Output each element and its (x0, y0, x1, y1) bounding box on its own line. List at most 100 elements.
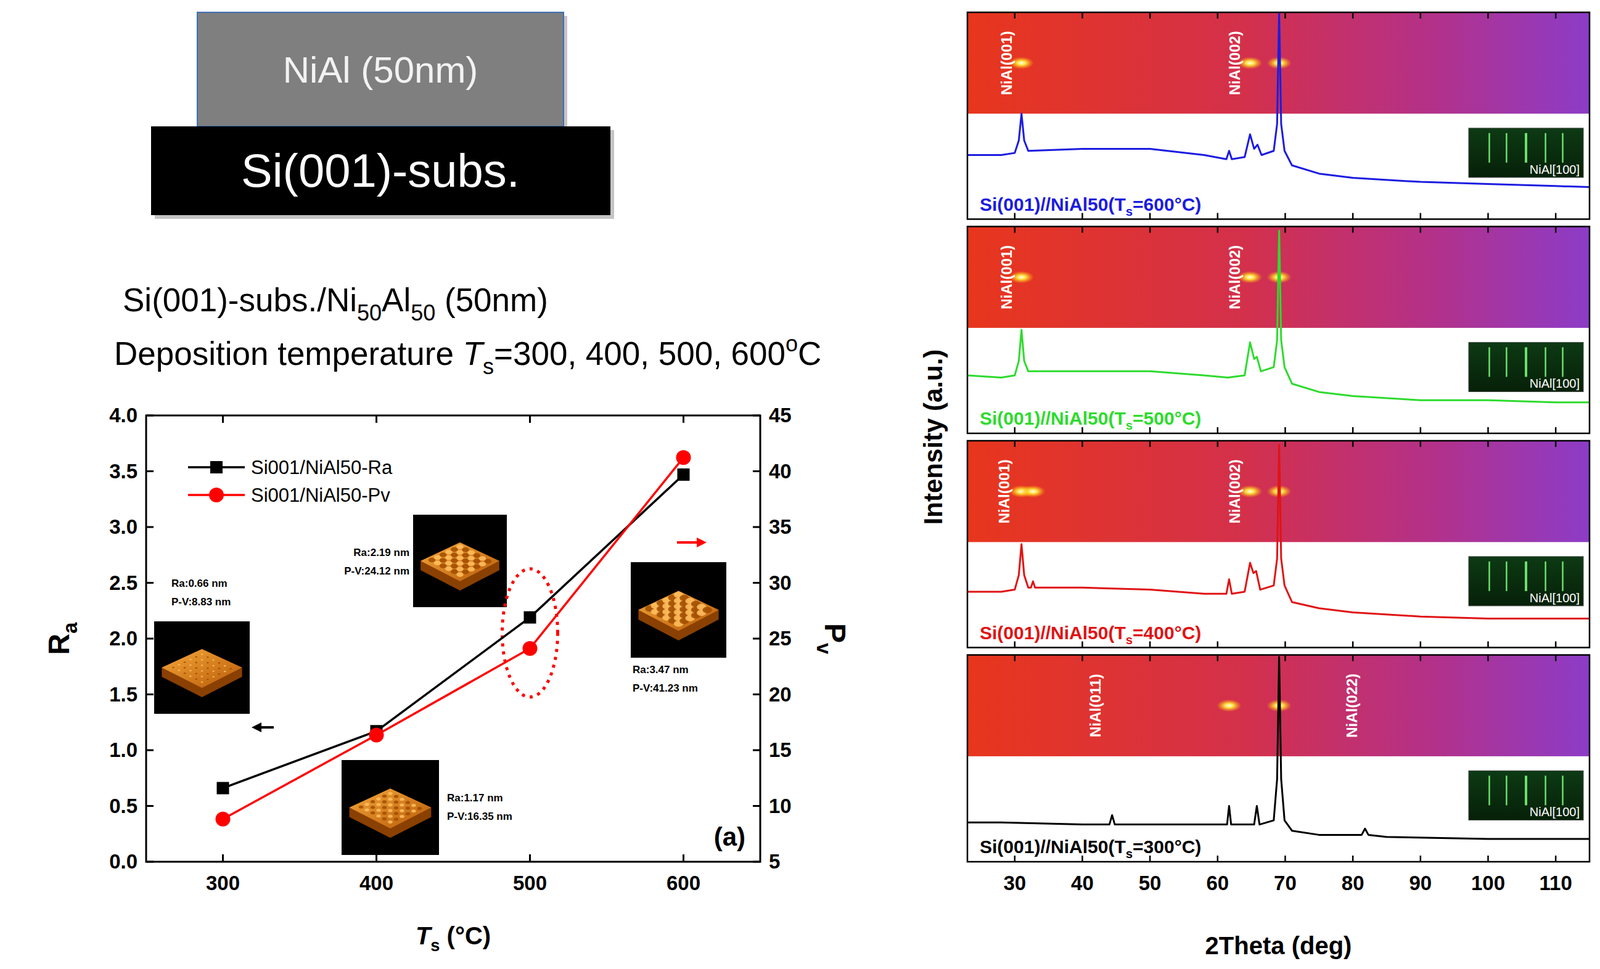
y2-tick (752, 582, 761, 584)
text-segment: C (797, 335, 822, 372)
text-segment: Si(001)//NiAl50(T (979, 408, 1126, 429)
y-tick-label: 3.5 (109, 459, 138, 483)
afm-bump (206, 678, 210, 681)
text-segment: s (482, 353, 494, 380)
x-tick (1217, 427, 1219, 434)
rheed-streak (1505, 775, 1508, 806)
x-tick (221, 415, 224, 423)
afm-surface (161, 649, 242, 689)
series-line (967, 12, 1590, 187)
rheed-streak (1524, 561, 1528, 592)
x-tick (1149, 641, 1152, 649)
annotation: Ra:3.47 nm (632, 664, 689, 676)
x-tick (1081, 655, 1084, 662)
x-tick (1554, 641, 1557, 649)
rheed-inset (1468, 556, 1584, 607)
rheed-inset (1468, 128, 1584, 178)
x-tick (1554, 213, 1557, 220)
x-tick (1284, 440, 1287, 448)
afm-bump (212, 676, 215, 678)
inset-label: NiAl[100] (1529, 376, 1580, 391)
rheed-streak (1505, 133, 1508, 163)
afm-bump (194, 667, 198, 669)
plot-frame (967, 12, 1590, 220)
afm-bump (382, 812, 388, 816)
x-tick-label: 90 (1408, 871, 1432, 895)
afm-bump (393, 817, 399, 821)
x-tick (1014, 213, 1017, 220)
x-tick (1014, 655, 1017, 662)
y-tick (146, 638, 154, 640)
afm-bump (393, 795, 399, 799)
y-tick (146, 414, 154, 417)
x-tick (1487, 655, 1490, 662)
y2-tick-label: 45 (768, 403, 792, 427)
data-group (967, 12, 1590, 187)
afm-bump (382, 806, 388, 810)
marker (215, 812, 231, 827)
afm-bump (364, 808, 370, 813)
afm-bump (183, 661, 187, 663)
x-tick-label: 100 (1471, 871, 1506, 895)
afm-bump (201, 670, 204, 672)
y2-tick-label: 35 (768, 515, 792, 539)
x-tick (529, 415, 531, 423)
marker (217, 782, 230, 795)
x-tick (221, 854, 224, 862)
x-tick (1419, 440, 1422, 448)
x-tick (1419, 213, 1422, 220)
afm-bump (201, 659, 204, 661)
afm-bump (183, 667, 187, 669)
y-tick (146, 470, 154, 473)
x-tick (1149, 12, 1152, 19)
y-tick-label: 1.5 (109, 683, 138, 706)
x-tick (1014, 427, 1017, 434)
data-group (967, 445, 1590, 620)
afm-bump (467, 550, 475, 556)
afm-side (420, 542, 500, 591)
figure: NiAl (50nm)Si(001)-subs.Si(001)-subs./Ni… (0, 0, 1600, 969)
text-segment: R (42, 633, 76, 656)
data-group (215, 450, 692, 827)
afm-bump (212, 670, 215, 673)
rheed-streak (1488, 561, 1491, 592)
afm-inset (154, 621, 250, 714)
chart-xrd: Intensity (a.u.)NiAl(001)NiAl(002)NiAl[1… (918, 12, 1590, 960)
text-segment: o (785, 331, 798, 357)
axis-arrow-head (696, 537, 707, 548)
afm-bump (189, 659, 192, 661)
text-segment: Si(001)//NiAl50(T (979, 622, 1126, 644)
inset-label: NiAl[100] (1529, 591, 1580, 605)
x-tick (1217, 855, 1219, 862)
annotation: Ra:0.66 nm (171, 577, 228, 590)
x-tick-label: 50 (1138, 871, 1162, 895)
y2-tick-label: 10 (768, 794, 792, 818)
afm-bump (206, 662, 210, 664)
layer-substrate (151, 126, 611, 216)
rheed-inset (1468, 342, 1584, 392)
plot-frame (967, 226, 1590, 435)
x-tick (1352, 12, 1354, 19)
x-tick-label: 300 (205, 871, 240, 895)
plot-frame (967, 440, 1590, 649)
annotation: Ra:2.19 nm (353, 546, 410, 559)
x-tick (375, 854, 378, 862)
afm-surface (349, 788, 432, 829)
afm-bump (376, 797, 382, 801)
x-axis-title: 2Theta (deg) (1205, 932, 1353, 960)
x-tick (1554, 427, 1557, 434)
x-tick (1352, 226, 1354, 234)
afm-bump (206, 656, 210, 658)
rheed-streak (1524, 133, 1528, 163)
x-tick (1352, 440, 1354, 448)
series-label: Si(001)//NiAl50(Ts=500°C) (979, 408, 1202, 433)
series-line (223, 457, 684, 819)
afm-surface (420, 542, 500, 582)
afm-inset (413, 514, 507, 608)
y-tick-label: 4.0 (109, 403, 138, 427)
afm-bump (370, 800, 376, 804)
text-segment: Si(001)//NiAl50(T (979, 194, 1126, 215)
x-tick (1149, 427, 1152, 434)
x-tick (1149, 213, 1152, 220)
afm-background (154, 621, 250, 714)
